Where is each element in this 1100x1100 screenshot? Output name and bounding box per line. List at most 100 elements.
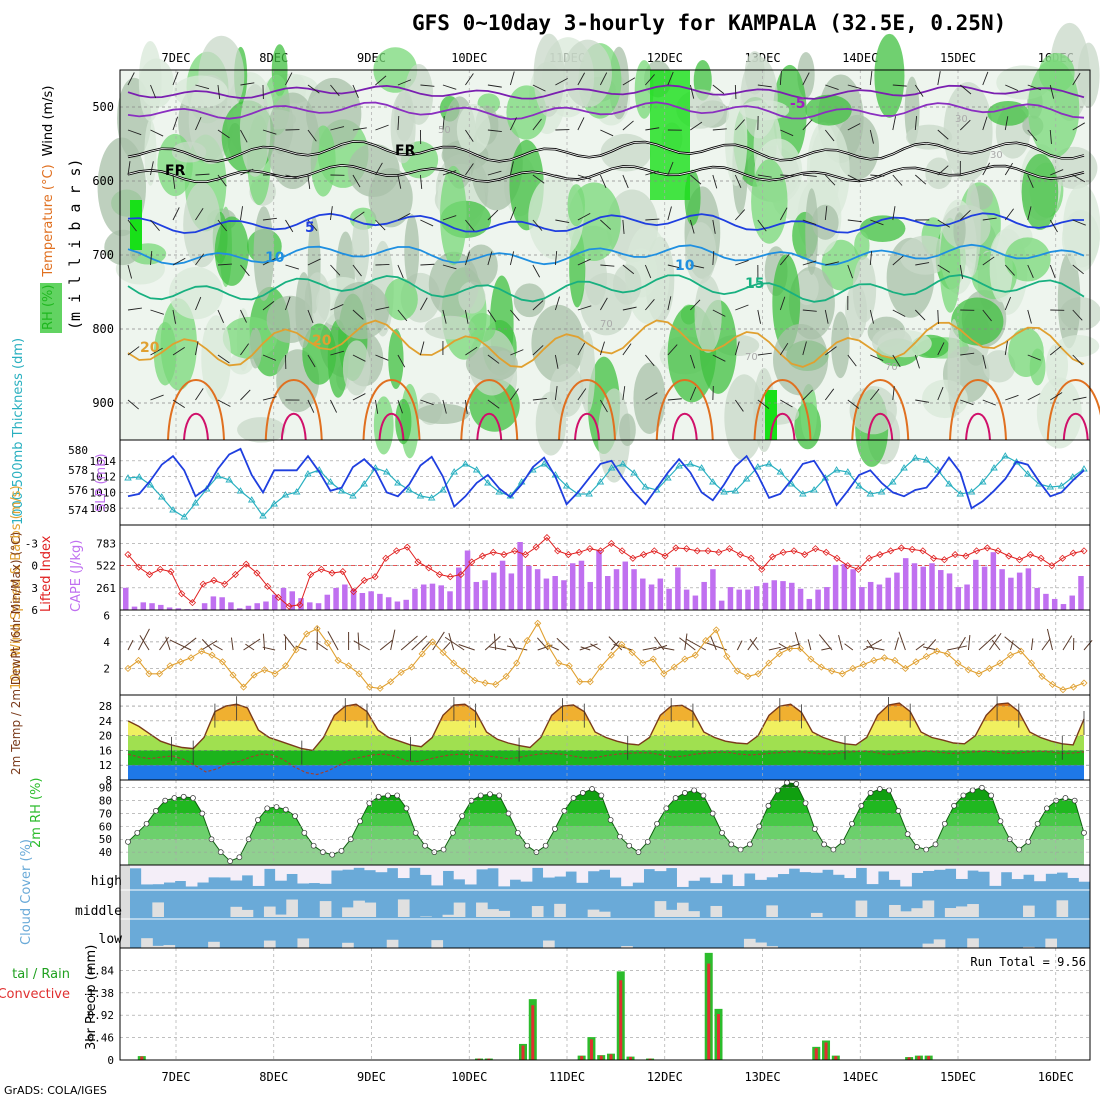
wind-barb xyxy=(892,255,904,266)
wind-barb xyxy=(352,264,362,277)
li-point xyxy=(704,547,712,555)
cloud-axis-label: Cloud Cover (%) xyxy=(19,839,34,945)
rh-shading-blob xyxy=(295,272,313,348)
high-cloud-gap xyxy=(174,865,187,882)
wind-barb xyxy=(622,386,626,401)
wind-barb xyxy=(464,251,470,266)
wind-barb xyxy=(690,264,705,269)
cape-bar xyxy=(412,588,418,610)
surface-wind-barb xyxy=(1009,640,1014,651)
thickness-point xyxy=(326,478,335,485)
cape-bar xyxy=(359,593,366,610)
li-point xyxy=(640,550,648,559)
wind-barb xyxy=(667,264,682,269)
cape-bar xyxy=(587,581,593,610)
cape-bar xyxy=(158,604,164,610)
wind-barb xyxy=(577,72,586,86)
cape-bar xyxy=(640,578,646,610)
bottom-date-label: 16DEC xyxy=(1038,1070,1074,1084)
li-point xyxy=(446,573,454,581)
wind-barb xyxy=(914,309,926,321)
wind-barb xyxy=(757,309,762,324)
high-cloud-gap xyxy=(330,865,343,871)
li-point xyxy=(382,554,390,562)
li-point xyxy=(317,565,325,573)
wind-speed-line xyxy=(127,622,1085,691)
cape-bar xyxy=(938,570,944,610)
wind-barb xyxy=(689,84,695,99)
li-point xyxy=(511,547,519,555)
thickness-point xyxy=(844,468,852,475)
wind-barb xyxy=(330,304,344,311)
rh-shading-blob xyxy=(342,340,371,396)
wind-barb xyxy=(262,129,277,135)
high-cloud-gap xyxy=(531,865,544,868)
wind-barb xyxy=(780,174,795,177)
wind-barb xyxy=(735,304,749,311)
wind-barb xyxy=(915,399,930,403)
rh-shading-blob xyxy=(237,417,286,443)
wind-barb xyxy=(217,309,225,324)
cape-bar xyxy=(429,583,436,610)
rh-point xyxy=(719,829,725,836)
surface-wind-barb xyxy=(379,639,393,651)
wind-barb xyxy=(622,77,636,86)
cape-bar xyxy=(762,582,769,610)
li-point xyxy=(597,547,605,555)
wind-barb xyxy=(847,354,857,367)
surface-wind-barb xyxy=(230,637,234,651)
wind-speed-point xyxy=(439,648,447,657)
rh-point xyxy=(774,787,781,794)
li-point xyxy=(145,570,154,579)
wind-barb xyxy=(442,215,457,221)
wind-barb xyxy=(195,208,204,221)
rh-point xyxy=(487,791,493,798)
upper-y-label-part: Temperature (°C) xyxy=(41,164,56,277)
thickness-point xyxy=(799,490,807,497)
cape-bar xyxy=(342,584,348,610)
wind-speed-point xyxy=(261,666,269,674)
wind-barb xyxy=(487,354,500,364)
cape-bar xyxy=(692,595,699,610)
rh-legend-swatch xyxy=(40,283,62,333)
wind-barb xyxy=(442,309,447,324)
rh-point xyxy=(663,805,670,812)
mid-cloud-gap xyxy=(342,907,354,917)
thickness-point xyxy=(180,513,189,520)
mid-cloud-gap xyxy=(152,902,164,917)
wind-barb xyxy=(622,120,634,131)
wind-speed-point xyxy=(796,644,804,653)
high-cloud-gap xyxy=(900,865,912,887)
contour-label: FR xyxy=(165,163,186,179)
wind-barb xyxy=(1049,345,1062,356)
li-tick: 0 xyxy=(31,560,38,573)
surface-wind-barb xyxy=(947,645,968,651)
thickness-tick: 576 xyxy=(68,484,88,497)
li-point xyxy=(618,547,626,555)
wind-barb xyxy=(1049,264,1056,279)
rh-tick: 70 xyxy=(99,807,112,820)
mid-cloud-gap xyxy=(487,909,499,917)
wind-barb xyxy=(645,127,660,131)
warm-arch-contour xyxy=(851,379,910,441)
wind-barb xyxy=(734,174,742,189)
wind-barb xyxy=(532,300,544,311)
bottom-date-label: 10DEC xyxy=(451,1070,487,1084)
low-cloud-gap xyxy=(263,940,276,948)
wind-barb xyxy=(1050,392,1063,401)
high-cloud-gap xyxy=(933,865,946,870)
temperature-contour xyxy=(127,243,1085,266)
precip-convective-bar xyxy=(589,1039,593,1060)
wind-barb xyxy=(577,305,592,311)
li-point xyxy=(811,545,820,553)
wind-barb xyxy=(735,119,745,131)
high-cloud-gap xyxy=(688,865,700,881)
rh-point xyxy=(988,792,995,799)
hot-arch-contour xyxy=(378,412,405,441)
li-point xyxy=(801,550,809,559)
precip-convective-bar xyxy=(648,1058,652,1060)
high-cloud-gap xyxy=(308,865,321,884)
rh-point xyxy=(700,792,707,799)
cape-bar xyxy=(1025,568,1032,610)
